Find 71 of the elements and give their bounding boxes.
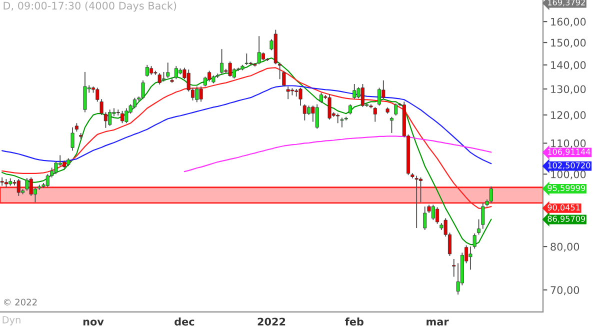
text: 95,59999 [548,184,586,192]
y-tick-label: 110,00 [551,139,586,148]
text: 90,0451 [548,204,580,212]
candlestick [481,202,485,230]
candlestick [46,174,50,188]
candlestick [145,64,149,78]
candlestick [431,204,435,221]
chart-title: D, 09:00-17:30 (4000 Days Back) [4,2,176,12]
candlestick [166,62,170,78]
candlestick [83,71,87,113]
y-tick-label: 160,00 [551,18,586,27]
candlestick [108,109,112,126]
line-series [184,136,492,172]
candlestick [298,87,302,106]
candlestick [360,84,364,108]
candlestick [158,72,162,85]
candlestick [25,178,29,192]
candlestick [257,36,261,65]
candlestick [315,104,319,130]
candlestick [340,117,344,128]
candlestick [307,105,311,116]
text: 106,91144 [548,148,590,156]
candlestick [286,86,290,100]
y-tick-label: 70,00 [550,286,580,296]
candlestick [228,60,232,78]
candlestick [328,94,332,120]
candlestick [174,66,178,80]
candlestick [302,104,306,121]
x-tick-label: nov [83,320,104,326]
candlestick [220,48,224,74]
candlestick [476,218,481,236]
y-tick-label: 120,00 [551,111,586,120]
candlestick [203,76,207,87]
y-tick-label: 150,00 [551,38,586,48]
candlestick [423,206,427,230]
x-tick-label: feb [345,318,364,326]
candlestick [373,106,377,122]
y-tick-label: 80,00 [550,242,580,252]
candlestick [16,178,20,196]
candlestick [378,87,382,106]
candlestick [208,70,212,82]
candlestick [394,103,398,116]
y-tick-label: 130,00 [551,85,586,94]
candlestick [319,92,324,104]
candlestick [162,71,166,82]
candlestick [199,86,203,102]
x-tick-label: dec [174,318,194,326]
text: Dyn [2,316,20,326]
candlestick [348,104,352,115]
text: 102,50720 [548,162,590,170]
candlestick [120,110,124,124]
candlestick [418,176,422,203]
text: 86,95709 [548,216,586,223]
candlestick [70,126,74,152]
candlestick [124,108,128,124]
candlestick [436,206,440,224]
candlestick [414,175,418,229]
candlestick [390,116,394,134]
candlestick [244,53,248,66]
candlestick [489,186,493,204]
y-tick-label: 140,00 [551,61,586,70]
x-tick-label: mar [426,320,449,326]
candlestick [141,80,145,100]
candlestick [132,97,136,109]
annotation: © 2022 [4,298,37,306]
x-tick-label: 2022 [258,318,286,326]
y-tick-label: 100,00 [551,170,586,180]
line-series [2,85,492,164]
candlestick [336,113,340,124]
candlestick [195,86,199,103]
candlestick [352,84,356,100]
